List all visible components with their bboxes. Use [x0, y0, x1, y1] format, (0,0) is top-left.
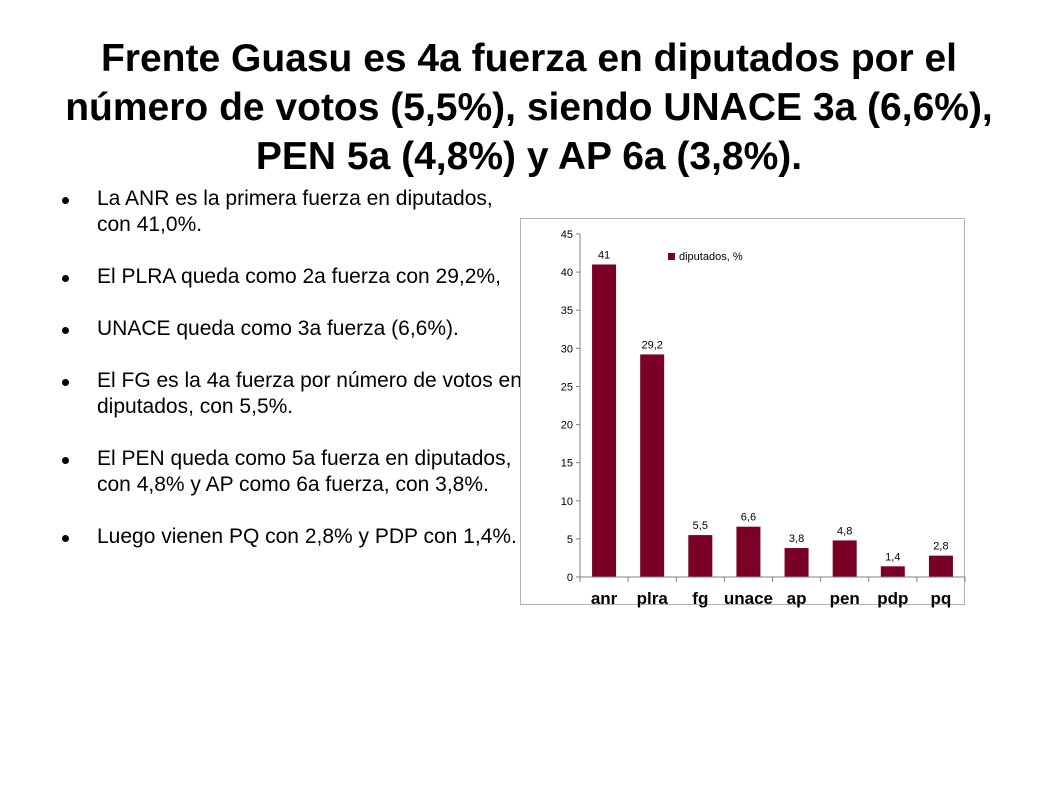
- bullet-text: UNACE queda como 3a fuerza (6,6%).: [97, 317, 459, 340]
- category-label-pen: pen: [830, 589, 860, 608]
- category-label-fg: fg: [692, 589, 708, 608]
- bullet-dot-icon: [62, 535, 69, 542]
- y-tick-label: 20: [561, 420, 573, 432]
- bullet-item-unace: UNACE queda como 3a fuerza (6,6%).: [62, 316, 522, 342]
- y-tick-label: 35: [561, 305, 573, 317]
- bar-chart-svg: 0 5 10 15 20 25 30 35 40 45 41 anr 29,2 plra 5,5 fg 6,6 u…: [520, 218, 966, 608]
- bullet-item-pq-pdp: Luego vienen PQ con 2,8% y PDP con 1,4%.: [62, 524, 522, 550]
- y-tick-label: 40: [561, 267, 573, 279]
- y-tick-label: 5: [567, 534, 573, 546]
- data-label-ap: 3,8: [789, 533, 804, 545]
- bar-pdp: [880, 566, 905, 577]
- data-label-pq: 2,8: [933, 541, 948, 553]
- y-tick-label: 45: [561, 229, 573, 241]
- y-tick-label: 30: [561, 343, 573, 355]
- bar-plra: [640, 354, 665, 577]
- slide-title: Frente Guasu es 4a fuerza en diputados p…: [65, 37, 993, 178]
- chart-frame: [520, 218, 965, 605]
- bar-pen: [832, 540, 857, 577]
- category-label-anr: anr: [591, 589, 618, 608]
- data-label-plra: 29,2: [641, 339, 662, 351]
- bullet-item-pen-ap: El PEN queda como 5a fuerza en diputados…: [62, 446, 522, 498]
- bar-ap: [784, 548, 809, 577]
- bullet-text: La ANR es la primera fuerza en diputados…: [97, 187, 493, 236]
- bullet-text: El FG es la 4a fuerza por número de voto…: [97, 369, 522, 418]
- bullet-text: El PEN queda como 5a fuerza en diputados…: [97, 447, 512, 496]
- bullet-dot-icon: [62, 275, 69, 282]
- y-tick-label: 25: [561, 381, 573, 393]
- category-label-pq: pq: [931, 589, 952, 608]
- bullet-dot-icon: [62, 457, 69, 464]
- bar-anr: [592, 264, 617, 577]
- bullet-list: La ANR es la primera fuerza en diputados…: [62, 186, 522, 576]
- bullet-dot-icon: [62, 197, 69, 204]
- legend-swatch: [668, 253, 675, 260]
- bullet-item-anr: La ANR es la primera fuerza en diputados…: [62, 186, 522, 238]
- data-label-fg: 5,5: [693, 520, 708, 532]
- data-label-pdp: 1,4: [885, 551, 900, 563]
- category-label-pdp: pdp: [877, 589, 908, 608]
- bullet-dot-icon: [62, 327, 69, 334]
- bullet-item-plra: El PLRA queda como 2a fuerza con 29,2%,: [62, 264, 522, 290]
- bar-chart: 0 5 10 15 20 25 30 35 40 45 41 anr 29,2 plra 5,5 fg 6,6 u…: [520, 218, 970, 618]
- data-label-anr: 41: [598, 249, 610, 261]
- bullet-dot-icon: [62, 379, 69, 386]
- data-label-unace: 6,6: [741, 512, 756, 524]
- bar-pq: [928, 555, 953, 577]
- category-label-unace: unace: [724, 589, 773, 608]
- y-tick-label: 15: [561, 458, 573, 470]
- category-label-ap: ap: [787, 589, 807, 608]
- y-tick-label: 10: [561, 496, 573, 508]
- bar-fg: [688, 535, 713, 577]
- bar-unace: [736, 526, 761, 577]
- bullet-text: El PLRA queda como 2a fuerza con 29,2%,: [97, 265, 501, 288]
- bullet-item-fg: El FG es la 4a fuerza por número de voto…: [62, 368, 522, 420]
- legend-label: diputados, %: [679, 251, 743, 263]
- category-label-plra: plra: [637, 589, 669, 608]
- bullet-text: Luego vienen PQ con 2,8% y PDP con 1,4%.: [97, 525, 517, 548]
- y-tick-label: 0: [567, 572, 573, 584]
- data-label-pen: 4,8: [837, 525, 852, 537]
